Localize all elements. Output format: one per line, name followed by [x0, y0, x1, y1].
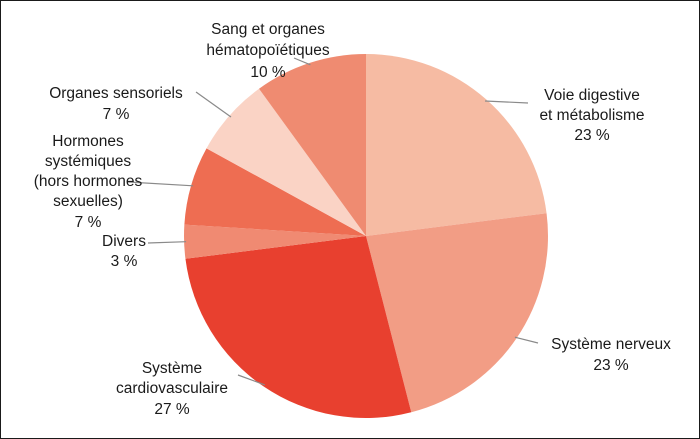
pie-slices [184, 54, 548, 418]
leader-line-3 [147, 241, 187, 244]
label-hormones-line-4: sexuelles) [53, 193, 123, 210]
label-systeme-nerveux-line-1: Système nerveux [551, 336, 671, 353]
label-divers-line-1: Divers [102, 233, 146, 250]
label-divers: Divers 3 % [102, 233, 146, 270]
label-cardiovasculaire-line-1: Système [142, 360, 202, 377]
label-sang-line-2: hématopoïétiques [206, 42, 329, 59]
leader-line-1 [514, 336, 539, 344]
label-organes-sensoriels-value: 7 % [103, 106, 130, 123]
label-systeme-nerveux: Système nerveux 23 % [551, 336, 671, 374]
label-voie-digestive-value: 23 % [574, 127, 610, 144]
leader-line-5 [195, 91, 232, 118]
label-hormones-line-2: systémiques [45, 153, 131, 170]
label-organes-sensoriels-line-1: Organes sensoriels [49, 85, 183, 102]
leader-line-6 [293, 57, 311, 66]
label-voie-digestive-line-2: et métabolisme [539, 107, 644, 124]
pie-slice-0 [366, 54, 547, 236]
pie-slice-4 [184, 148, 366, 236]
label-voie-digestive: Voie digestive et métabolisme 23 % [539, 87, 644, 144]
label-hormones-systemiques: Hormones systémiques (hors hormones sexu… [34, 133, 143, 231]
pie-slice-1 [366, 213, 548, 413]
label-hormones-line-3: (hors hormones [34, 173, 143, 190]
leader-line-0 [484, 100, 529, 104]
label-systeme-cardiovasculaire: Système cardiovasculaire 27 % [116, 360, 228, 418]
label-divers-value: 3 % [111, 253, 138, 270]
label-cardiovasculaire-line-2: cardiovasculaire [116, 380, 228, 397]
label-hormones-line-1: Hormones [52, 133, 124, 150]
leader-line-4 [127, 181, 194, 187]
label-systeme-nerveux-value: 23 % [593, 357, 629, 374]
label-organes-sensoriels: Organes sensoriels 7 % [49, 85, 183, 123]
label-sang-line-1: Sang et organes [211, 21, 325, 38]
label-sang-organes: Sang et organes hématopoïétiques 10 % [206, 21, 329, 81]
label-voie-digestive-line-1: Voie digestive [544, 87, 640, 104]
pie-slice-2 [185, 236, 412, 418]
leader-lines [127, 57, 539, 386]
label-hormones-value: 7 % [75, 214, 102, 231]
label-cardiovasculaire-value: 27 % [154, 401, 190, 418]
pie-slice-5 [206, 88, 366, 236]
label-sang-value: 10 % [250, 64, 286, 81]
leader-line-2 [237, 374, 266, 386]
pie-slice-6 [259, 54, 366, 236]
pie-slice-3 [184, 224, 366, 259]
